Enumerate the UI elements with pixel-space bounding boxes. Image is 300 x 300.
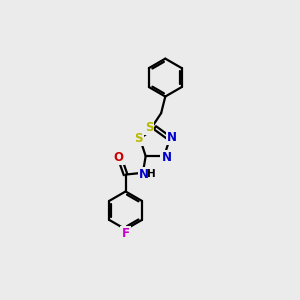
Text: N: N bbox=[167, 131, 177, 144]
Text: F: F bbox=[122, 227, 130, 240]
Text: N: N bbox=[139, 168, 149, 181]
Text: H: H bbox=[147, 169, 155, 179]
Text: S: S bbox=[145, 121, 153, 134]
Text: O: O bbox=[114, 151, 124, 164]
Text: N: N bbox=[161, 151, 171, 164]
Text: S: S bbox=[134, 132, 142, 145]
